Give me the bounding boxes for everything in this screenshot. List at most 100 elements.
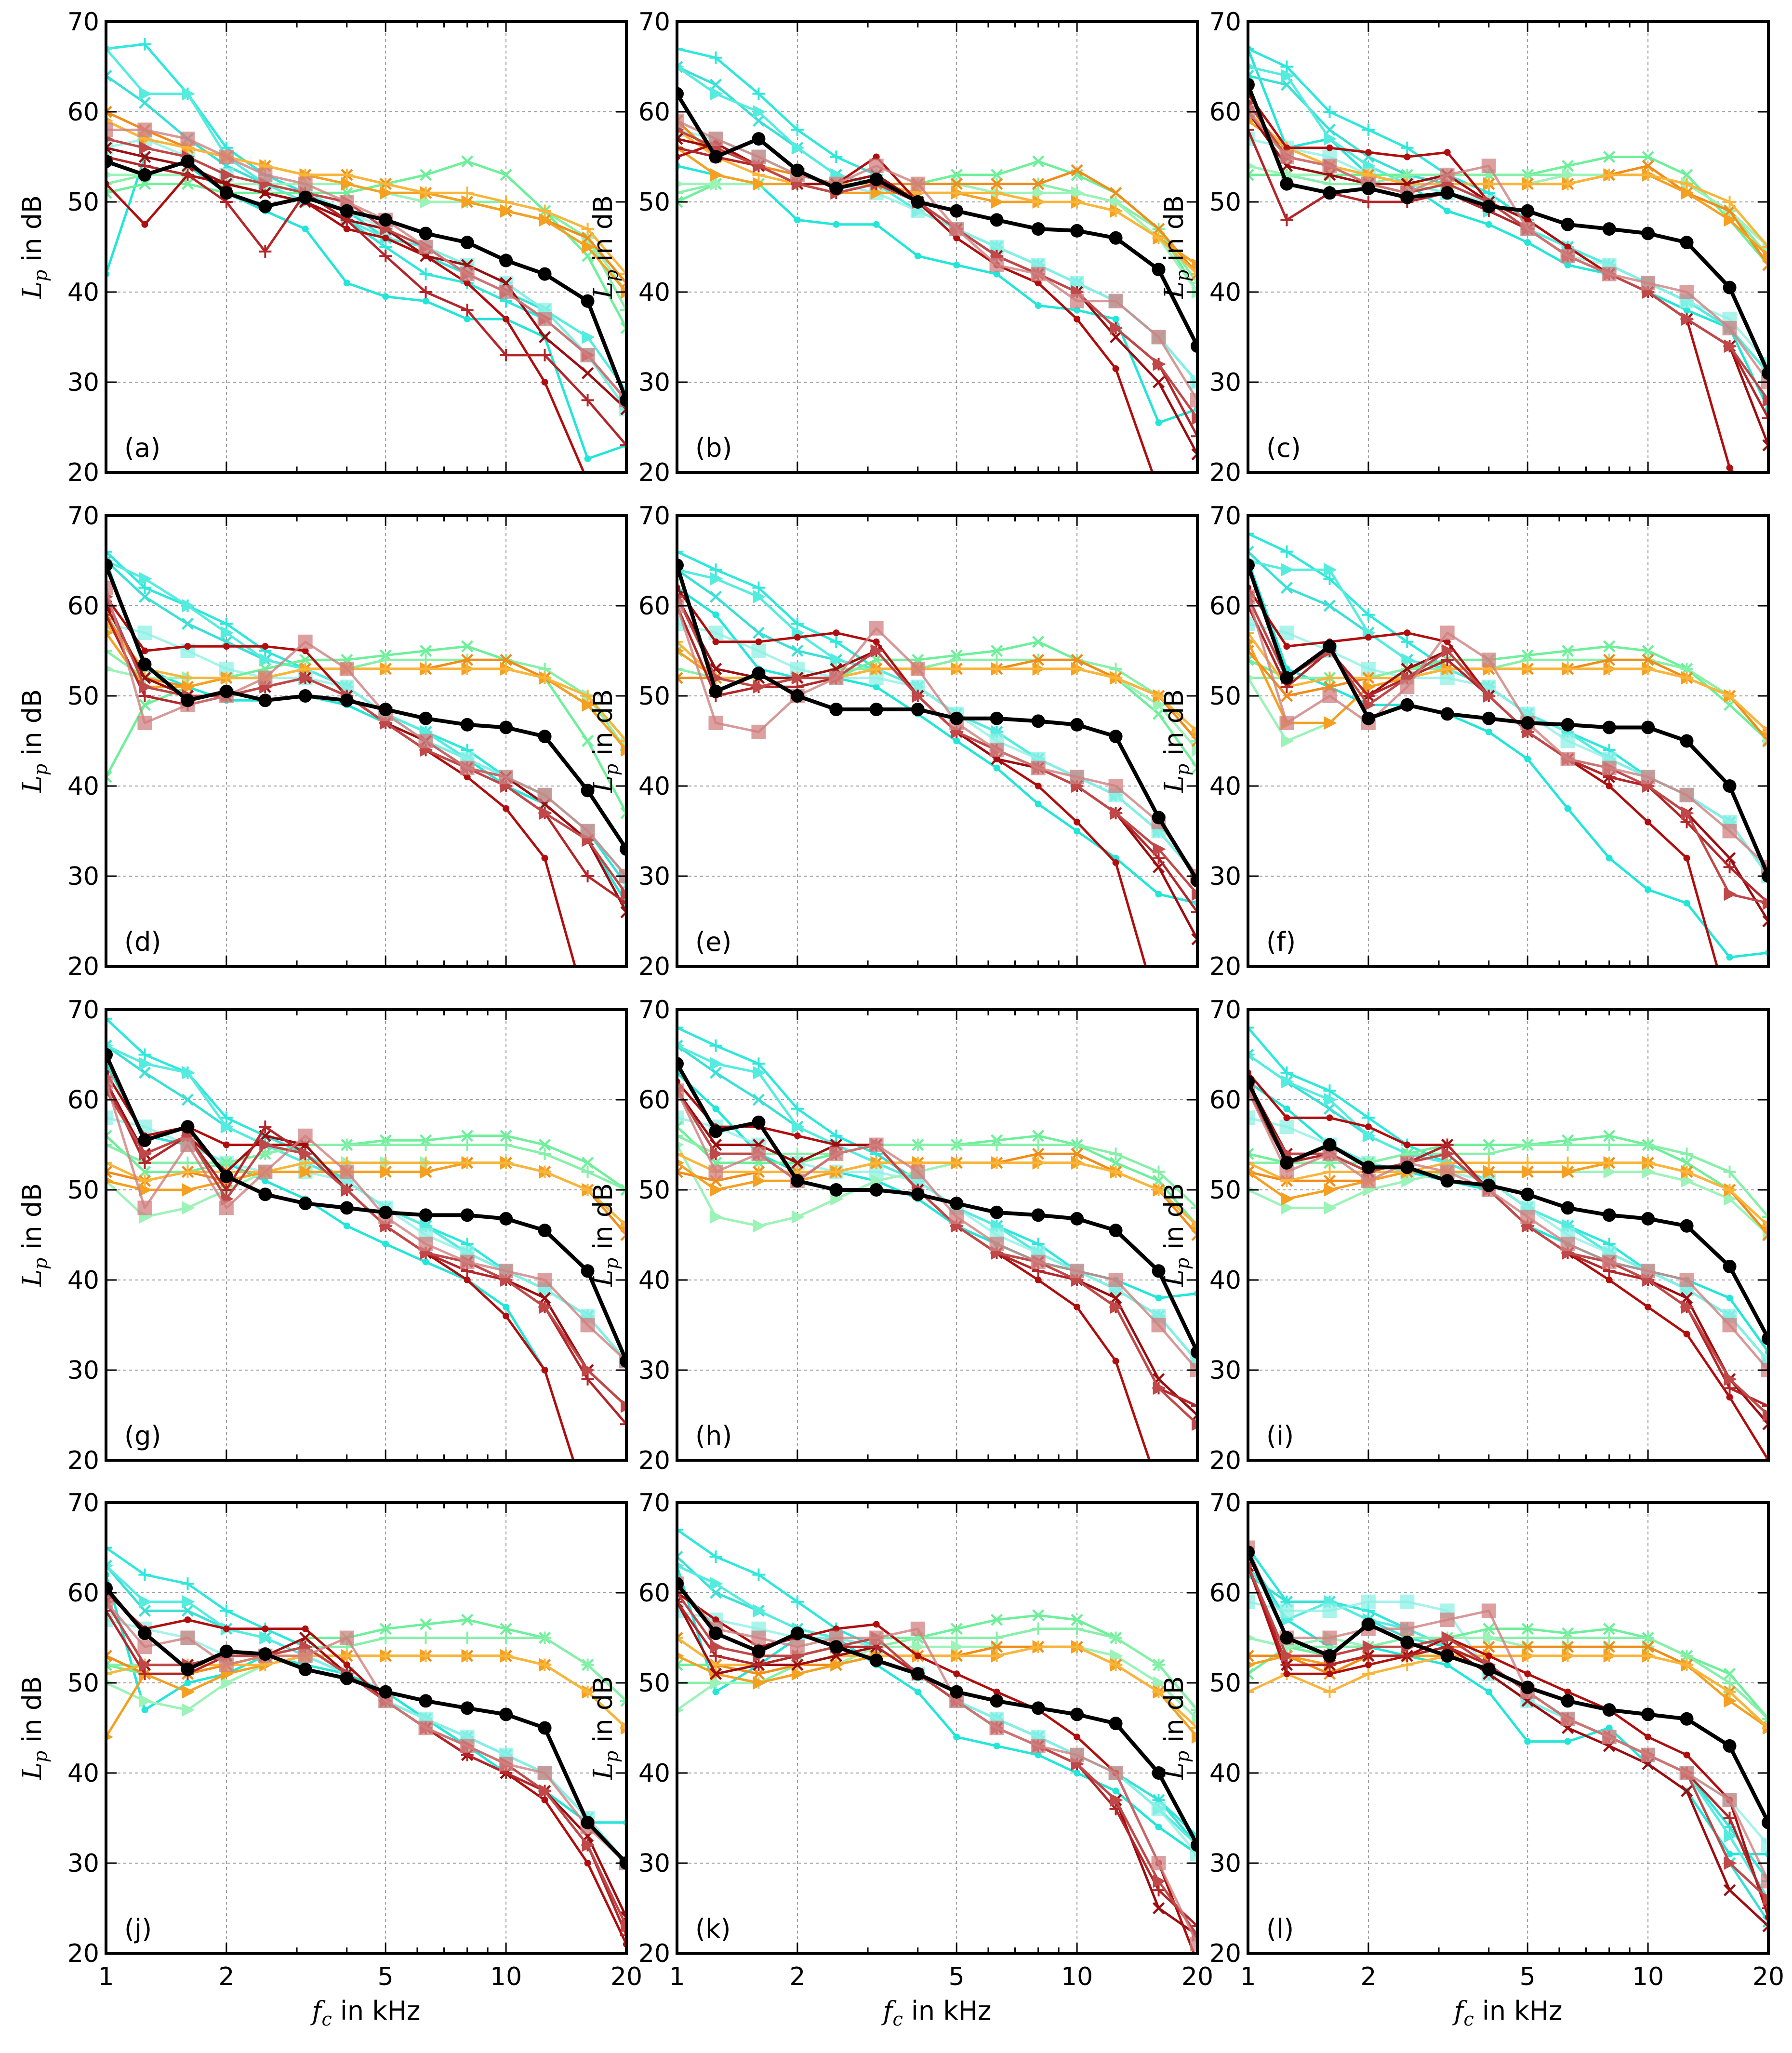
data-point xyxy=(1723,280,1737,294)
data-point xyxy=(1723,690,1736,702)
plot-area xyxy=(1248,22,1768,472)
y-tick-label: 30 xyxy=(638,1849,670,1878)
data-point xyxy=(869,1137,884,1152)
panel-label: (g) xyxy=(124,1421,161,1451)
data-point xyxy=(1723,1884,1736,1896)
plot-area xyxy=(677,1010,1197,1460)
y-tick-label: 60 xyxy=(67,1579,99,1608)
data-point xyxy=(419,1138,432,1151)
data-point xyxy=(1324,132,1337,146)
data-point xyxy=(419,227,433,240)
data-point xyxy=(869,1630,884,1645)
data-point xyxy=(829,1146,844,1161)
data-point xyxy=(1322,1603,1337,1618)
data-point xyxy=(1522,1165,1535,1179)
data-point xyxy=(460,760,475,775)
data-point xyxy=(1722,824,1737,839)
series-line xyxy=(1248,1565,1768,1918)
data-point xyxy=(1112,1787,1119,1795)
data-point xyxy=(1404,153,1411,160)
data-point xyxy=(1191,734,1197,747)
y-tick-label: 30 xyxy=(67,862,99,891)
data-point xyxy=(1248,527,1254,540)
data-point xyxy=(950,187,963,200)
data-point xyxy=(541,1367,548,1373)
data-point xyxy=(710,1210,723,1224)
data-point xyxy=(677,1147,683,1160)
data-point xyxy=(1401,141,1414,154)
data-point xyxy=(500,1138,513,1151)
y-tick-label: 30 xyxy=(1209,1849,1241,1878)
series-line xyxy=(1248,1161,1768,1227)
data-point xyxy=(1151,1801,1166,1816)
data-point xyxy=(220,1604,233,1617)
data-point xyxy=(1281,1201,1294,1215)
data-point xyxy=(418,240,433,254)
x-tick-label: 5 xyxy=(1520,1962,1536,1991)
data-point xyxy=(1152,1884,1165,1897)
data-point xyxy=(1400,698,1414,712)
y-tick-label: 70 xyxy=(1209,996,1241,1025)
data-point xyxy=(106,1048,113,1062)
data-point xyxy=(1071,164,1083,177)
data-point xyxy=(259,245,272,258)
data-point xyxy=(830,1658,844,1672)
data-point xyxy=(1603,1165,1617,1179)
data-point xyxy=(138,590,151,603)
data-point xyxy=(755,638,762,645)
data-point xyxy=(1521,662,1534,675)
series-group xyxy=(677,1021,1197,1460)
data-point xyxy=(620,897,626,910)
data-point xyxy=(219,1200,234,1215)
data-point xyxy=(709,1550,722,1563)
data-point xyxy=(1248,1110,1255,1125)
data-point xyxy=(991,195,1004,209)
data-point xyxy=(1248,1168,1255,1176)
data-point xyxy=(106,1562,113,1570)
data-point xyxy=(620,393,626,407)
data-point xyxy=(1400,1621,1415,1636)
subplot: 20 30 40 50 60 70 (e) Lp in dB xyxy=(588,502,1199,981)
data-point xyxy=(581,294,595,308)
series-group xyxy=(677,42,1197,472)
data-point xyxy=(1762,915,1768,928)
data-point xyxy=(419,1631,432,1644)
data-point xyxy=(1401,653,1415,667)
data-point xyxy=(499,1264,514,1279)
y-tick-label: 60 xyxy=(1209,98,1241,127)
data-point xyxy=(584,1860,591,1866)
data-point xyxy=(1248,638,1255,646)
plot-area xyxy=(1248,1010,1768,1460)
data-point xyxy=(1680,1785,1693,1797)
x-tick-label: 20 xyxy=(611,1962,642,1991)
data-point xyxy=(1524,1670,1531,1678)
data-point xyxy=(223,1625,230,1632)
data-point xyxy=(461,640,474,653)
data-point xyxy=(1031,1738,1046,1753)
data-point xyxy=(710,1183,723,1197)
data-point xyxy=(499,285,514,299)
subplot: 20 30 40 50 60 70 (c) Lp in dB xyxy=(1159,8,1770,487)
data-point xyxy=(950,1631,963,1644)
data-point xyxy=(106,1658,112,1671)
series-line xyxy=(106,120,626,275)
data-point xyxy=(1724,1829,1737,1843)
data-point xyxy=(500,1623,512,1635)
data-point xyxy=(581,734,594,747)
data-point xyxy=(581,223,594,236)
y-tick-label: 70 xyxy=(638,1489,670,1518)
data-point xyxy=(259,653,273,667)
data-point xyxy=(1032,155,1045,168)
data-point xyxy=(1485,1652,1492,1659)
data-point xyxy=(298,689,312,703)
data-point xyxy=(677,1040,683,1052)
data-point xyxy=(1683,1751,1690,1759)
data-point xyxy=(989,1720,1004,1735)
x-axis-label: fc in kHz xyxy=(1452,1996,1562,2030)
data-point xyxy=(1521,1187,1535,1201)
data-point xyxy=(1726,1394,1733,1401)
data-point xyxy=(677,1631,683,1644)
series-line xyxy=(106,1161,626,1227)
data-point xyxy=(500,204,514,218)
data-point xyxy=(1485,1688,1492,1695)
